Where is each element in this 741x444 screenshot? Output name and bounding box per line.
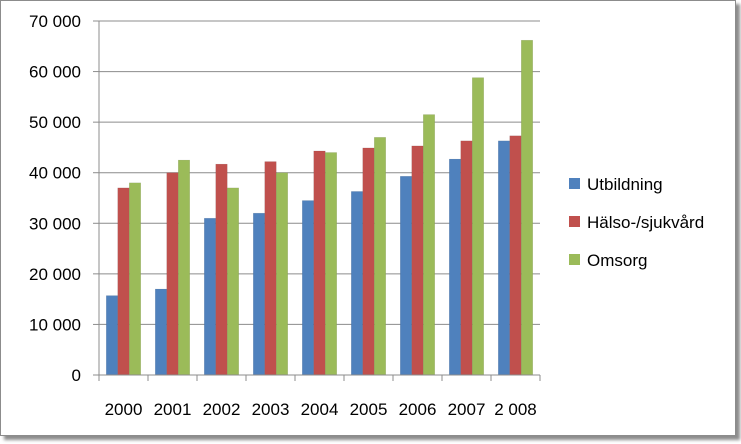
x-tick-label: 2005: [350, 400, 388, 419]
y-axis-ticks: 0 10 000 20 000 30 000 40 000 50 000 60 000 70 …: [29, 12, 81, 385]
bar-hälso-sjukvård-2006: [411, 145, 424, 376]
bar-hälso-sjukvård-2008: [509, 135, 522, 376]
bar-utbildning-2000: [106, 295, 118, 376]
bar-hälso-sjukvård-2004: [313, 150, 326, 376]
axes: [93, 20, 541, 381]
bar-utbildning-2004: [302, 200, 314, 376]
x-axis-ticks: 2000 2001 2002 2003 2004 2005 2006 2007 2 008: [105, 400, 537, 419]
bar-omsorg-2008: [521, 39, 533, 376]
bar-omsorg-2006: [423, 114, 435, 376]
bar-hälso-sjukvård-2000: [117, 187, 130, 376]
bar-utbildning-2005: [351, 191, 363, 376]
legend-swatch: [569, 178, 580, 189]
bar-utbildning-2001: [155, 288, 167, 376]
x-tick-label: 2007: [448, 400, 486, 419]
y-tick-label: 70 000: [29, 12, 81, 31]
legend-label: Hälso-/sjukvård: [587, 213, 704, 232]
legend: Utbildning Hälso-/sjukvård Omsorg: [569, 175, 704, 270]
y-tick-label: 30 000: [29, 214, 81, 233]
y-tick-label: 20 000: [29, 265, 81, 284]
x-tick-label: 2001: [154, 400, 192, 419]
x-tick-label: 2 008: [494, 400, 537, 419]
bar-omsorg-2007: [472, 77, 484, 376]
bar-omsorg-2005: [374, 137, 386, 376]
legend-label: Utbildning: [587, 175, 663, 194]
bar-omsorg-2004: [325, 152, 337, 376]
y-tick-label: 0: [72, 366, 81, 385]
bar-utbildning-2002: [204, 217, 216, 376]
bar-utbildning-2003: [253, 212, 265, 376]
x-tick-label: 2002: [203, 400, 241, 419]
bar-omsorg-2000: [129, 182, 141, 376]
bar-omsorg-2001: [178, 159, 190, 376]
bar-hälso-sjukvård-2007: [460, 140, 473, 376]
bar-utbildning-2006: [400, 176, 412, 376]
x-tick-label: 2004: [301, 400, 339, 419]
y-tick-label: 50 000: [29, 113, 81, 132]
bar-hälso-sjukvård-2005: [362, 147, 375, 376]
bar-omsorg-2003: [276, 172, 288, 376]
bar-utbildning-2008: [498, 140, 510, 376]
x-tick-label: 2000: [105, 400, 143, 419]
y-tick-label: 10 000: [29, 315, 81, 334]
y-tick-label: 60 000: [29, 63, 81, 82]
x-tick-label: 2006: [399, 400, 437, 419]
bars: [106, 39, 533, 376]
x-tick-label: 2003: [252, 400, 290, 419]
bar-hälso-sjukvård-2001: [166, 172, 179, 376]
bar-hälso-sjukvård-2002: [215, 163, 228, 376]
bar-omsorg-2002: [227, 187, 239, 376]
legend-swatch: [569, 216, 580, 227]
legend-label: Omsorg: [587, 251, 647, 270]
y-tick-label: 40 000: [29, 164, 81, 183]
bar-hälso-sjukvård-2003: [264, 161, 277, 376]
bar-utbildning-2007: [449, 158, 461, 376]
legend-swatch: [569, 254, 580, 265]
